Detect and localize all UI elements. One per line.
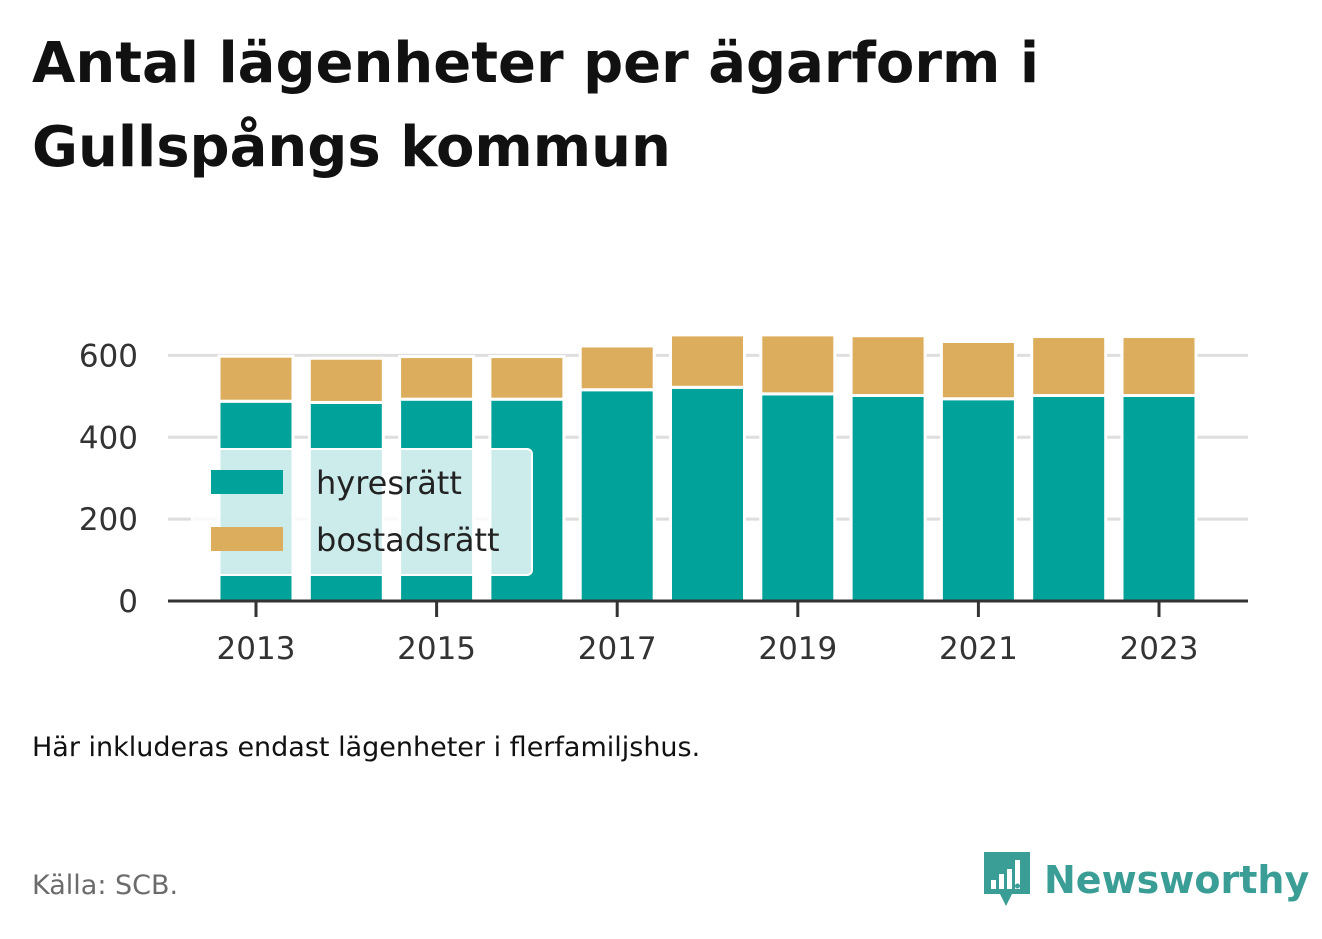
legend-swatch <box>211 470 283 494</box>
legend: hyresrätt bostadsrätt <box>191 448 533 576</box>
stacked-bar-chart: 0 200 400 600 2013 2015 2017 2019 2021 2023 hyre… <box>79 333 1248 667</box>
x-axis-ticks: 2013 2015 2017 2019 2021 2023 <box>217 601 1199 667</box>
x-tick-label: 2021 <box>939 631 1018 667</box>
bar-bostadsratt <box>217 354 295 403</box>
bar-bostadsratt <box>1030 335 1108 397</box>
x-tick-label: 2023 <box>1120 631 1199 667</box>
y-tick-label: 400 <box>79 420 138 456</box>
chart-note: Här inkluderas endast lägenheter i flerf… <box>32 732 701 763</box>
bar-bostadsratt <box>849 334 927 397</box>
legend-label: hyresrätt <box>316 464 462 502</box>
bar-bostadsratt <box>488 355 566 401</box>
bar-hyresratt <box>578 388 656 603</box>
y-tick-label: 0 <box>118 584 138 620</box>
bar-bostadsratt <box>759 333 837 396</box>
bar-hyresratt <box>1120 393 1198 603</box>
x-tick-label: 2015 <box>397 631 476 667</box>
bar-bostadsratt <box>578 344 656 392</box>
bar-bostadsratt <box>398 355 476 401</box>
chart-title: Antal lägenheter per ägarform i Gullspån… <box>32 31 1040 180</box>
y-tick-label: 200 <box>79 502 138 538</box>
legend-swatch <box>211 527 283 551</box>
brand-logo[interactable]: Newsworthy <box>982 850 1309 910</box>
x-tick-label: 2013 <box>217 631 296 667</box>
source-text: Källa: SCB. <box>32 870 179 901</box>
bar-hyresratt <box>849 393 927 603</box>
x-tick-label: 2017 <box>578 631 657 667</box>
bar-bostadsratt <box>939 339 1017 401</box>
bar-bostadsratt <box>1120 335 1198 397</box>
y-axis-ticks: 0 200 400 600 <box>79 338 138 620</box>
y-tick-label: 600 <box>79 338 138 374</box>
x-tick-label: 2019 <box>758 631 837 667</box>
brand-name: Newsworthy <box>1044 858 1310 902</box>
bar-hyresratt <box>759 392 837 603</box>
newsworthy-logo-icon <box>984 852 1030 906</box>
bar-bostadsratt <box>669 333 746 389</box>
bar-hyresratt <box>1030 393 1108 603</box>
legend-label: bostadsrätt <box>316 521 500 559</box>
bar-hyresratt <box>939 397 1017 603</box>
bar-hyresratt <box>669 385 746 603</box>
bar-bostadsratt <box>307 356 385 404</box>
